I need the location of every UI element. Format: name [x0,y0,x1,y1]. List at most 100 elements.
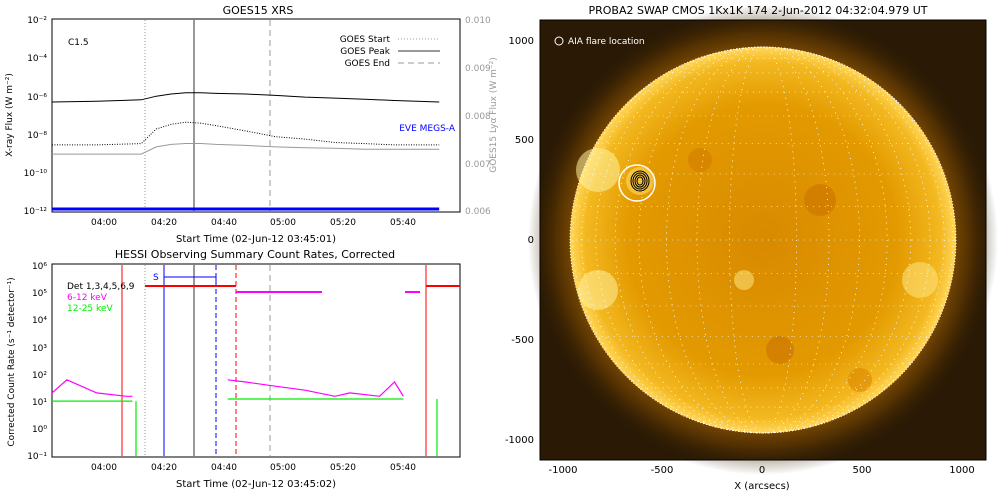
legend-goes-end: GOES End [345,59,390,69]
goes-xtick-label: 05:00 [270,218,296,228]
goes-xtick-label: 05:20 [330,218,356,228]
hessi-title: HESSI Observing Summary Count Rates, Cor… [115,248,395,261]
goes-xtick-label: 04:40 [211,218,237,228]
goes-ytick-label: 10⁻⁴ [27,54,47,64]
hessi-series-group [51,379,438,456]
active-region-glow [578,270,618,310]
legend-det: Det 1,3,4,5,6,9 [67,282,135,292]
goes-ytick-label: 10⁻² [27,16,47,26]
longitude-line [572,46,954,434]
swap-x-ticks: -1000 -500 0 500 1000 [548,465,974,476]
swap-xtick-label: -500 [651,465,674,476]
swap-ytick-label: 500 [515,135,534,146]
hessi-y-ticks: 10⁶ 10⁵ 10⁴ 10³ 10² 10¹ 10⁰ 10⁻¹ [27,262,47,462]
goes-y-ticks-left: 10⁻² 10⁻⁴ 10⁻⁶ 10⁻⁸ 10⁻¹⁰ 10⁻¹² [24,16,48,217]
hessi-xtick-label: 04:40 [211,463,237,473]
goes-ytick-label: 10⁻⁸ [27,131,47,141]
legend-goes-peak: GOES Peak [340,47,390,57]
swap-y-ticks: 1000 500 0 -500 -1000 [505,36,534,446]
active-region-glow [804,184,836,216]
longitude-line [729,46,797,434]
goes-ytick-label: 10⁻⁶ [27,93,47,103]
hessi-x-axis-label: Start Time (02-Jun-12 03:45:02) [176,479,336,490]
goes-y-ticks-right: 0.010 0.009 0.008 0.007 0.006 [465,16,491,217]
saa-label: S [153,273,159,283]
goes-ytick-right-label: 0.010 [465,16,491,26]
goes-ytick-right-label: 0.009 [465,64,491,74]
goes-xtick-label: 05:40 [390,218,416,228]
goes-y-axis-label: X-ray Flux (W m⁻²) [5,73,15,157]
hessi-ytick-label: 10⁴ [32,316,47,326]
goes-y-axis-right-label: GOES15 Lyα Flux (W m⁻²) [489,57,499,173]
goes-ytick-right-label: 0.007 [465,160,491,170]
goes-xtick-label: 04:00 [91,218,117,228]
solar-texture [576,148,938,392]
eve-label: EVE MEGS-A [399,124,456,134]
swap-frame [539,19,987,461]
active-region-glow [734,270,754,290]
goes-title: GOES15 XRS [223,4,294,17]
swap-ytick-label: -500 [511,335,534,346]
hessi-ytick-label: 10² [32,371,47,381]
swap-legend-label: AIA flare location [568,37,645,47]
swap-ytick-label: -1000 [505,435,534,446]
aia-flare-location-circle [618,164,656,202]
active-region-glow [766,336,794,364]
longitude-line [696,46,830,434]
active-region-glow [688,148,712,172]
hessi-x-ticks: 04:00 04:20 04:40 05:00 05:20 05:40 [91,463,416,473]
hessi-ytick-label: 10⁰ [32,425,47,435]
flare-contours [630,170,650,192]
active-region-glow [902,262,938,298]
swap-ytick-label: 0 [528,235,534,246]
flare-class-label: C1.5 [68,38,89,48]
goes-plot-frame [51,18,461,213]
goes-ytick-right-label: 0.008 [465,112,491,122]
hessi-12-25kev-line [52,398,404,402]
hessi-6-12kev-line [51,379,404,397]
goes-series-group [51,92,440,211]
swap-xtick-label: 1000 [949,465,974,476]
hessi-ytick-label: 10¹ [32,398,47,408]
legend-6-12: 6-12 keV [67,293,108,303]
goes-ytick-label: 10⁻¹⁰ [24,169,48,179]
legend-12-25: 12-25 keV [67,304,113,314]
hessi-panel: HESSI Observing Summary Count Rates, Cor… [7,248,461,490]
heliographic-grid [570,46,956,434]
longitude-line [666,46,860,434]
hessi-xtick-label: 04:00 [91,463,117,473]
swap-ytick-label: 1000 [509,36,534,47]
swap-panel: PROBA2 SWAP CMOS 1Kx1K 174 2-Jun-2012 04… [505,4,998,492]
hessi-y-axis-label: Corrected Count Rate (s⁻¹ detector⁻¹) [7,277,17,446]
longitude-line [614,46,912,434]
legend-goes-start: GOES Start [340,35,391,45]
hessi-xtick-label: 05:20 [330,463,356,473]
active-region-glow [848,368,872,392]
hessi-ytick-label: 10⁻¹ [27,452,47,462]
goes-xtick-label: 04:20 [151,218,177,228]
hessi-xtick-label: 04:20 [151,463,177,473]
hessi-plot-frame [51,263,461,458]
goes-panel: GOES15 XRS 10⁻² 10⁻⁴ 10⁻⁶ 10⁻⁸ 10⁻¹⁰ 10⁻… [5,4,499,245]
hessi-ytick-label: 10³ [32,344,47,354]
goes-ytick-right-label: 0.006 [465,207,491,217]
hessi-legend: Det 1,3,4,5,6,9 6-12 keV 12-25 keV [67,282,135,314]
swap-x-axis-label: X (arcsecs) [734,481,790,492]
hessi-xtick-label: 05:00 [270,463,296,473]
hessi-xtick-label: 05:40 [390,463,416,473]
hessi-ytick-label: 10⁵ [32,289,47,299]
goes-long-channel-line [51,92,440,103]
goes-ytick-label: 10⁻¹² [24,207,48,217]
goes-x-ticks: 04:00 04:20 04:40 05:00 05:20 05:40 [91,218,416,228]
swap-xtick-label: 500 [852,465,871,476]
active-region-glow [576,148,620,192]
goes-x-axis-label: Start Time (02-Jun-12 03:45:01) [176,234,336,245]
swap-xtick-label: 0 [759,465,765,476]
legend-circle-icon [554,36,564,46]
swap-xtick-label: -1000 [548,465,577,476]
goes-legend: GOES Start GOES Peak GOES End [340,35,440,69]
goes-lyman-alpha-line [52,143,440,155]
goes-short-channel-line [52,121,440,146]
hessi-ytick-label: 10⁶ [32,262,47,272]
